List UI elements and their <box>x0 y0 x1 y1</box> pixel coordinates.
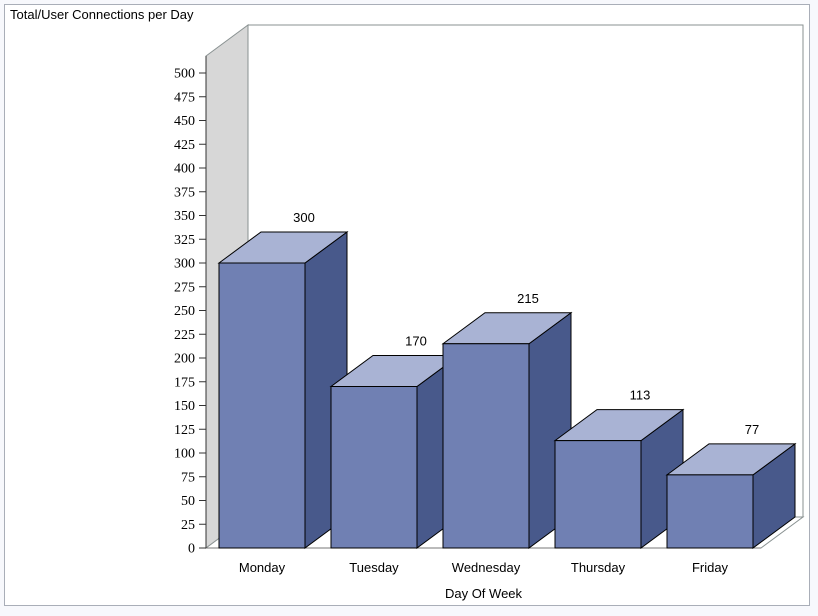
bar-thursday-front <box>554 440 642 549</box>
x-category-label: Wednesday <box>452 560 521 575</box>
bar-value-label: 170 <box>405 334 427 349</box>
y-tick-label: 500 <box>174 67 195 82</box>
x-category-label: Monday <box>239 560 286 575</box>
x-axis-title: Day Of Week <box>445 586 523 601</box>
y-tick-label: 150 <box>174 399 195 414</box>
y-tick-label: 225 <box>174 328 195 343</box>
y-tick-label: 125 <box>174 423 195 438</box>
y-tick-label: 275 <box>174 280 195 295</box>
y-tick-label: 25 <box>181 518 195 533</box>
y-tick-label: 50 <box>181 494 195 509</box>
y-tick-label: 175 <box>174 375 195 390</box>
bar-monday-front <box>218 262 306 549</box>
bar-friday-front <box>666 474 754 549</box>
y-tick-label: 425 <box>174 138 195 153</box>
y-tick-label: 325 <box>174 233 195 248</box>
y-tick-label: 400 <box>174 162 195 177</box>
y-tick-label: 450 <box>174 114 195 129</box>
y-tick-label: 350 <box>174 209 195 224</box>
y-tick-label: 200 <box>174 352 195 367</box>
y-tick-label: 250 <box>174 304 195 319</box>
y-tick-label: 0 <box>188 542 195 557</box>
bar-value-label: 300 <box>293 210 315 225</box>
bar-value-label: 77 <box>745 422 759 437</box>
bar-value-label: 215 <box>517 291 539 306</box>
x-category-label: Friday <box>692 560 729 575</box>
y-tick-label: 375 <box>174 185 195 200</box>
chart-title: Total/User Connections per Day <box>10 7 194 22</box>
bar-wednesday-front <box>442 343 530 549</box>
bar-value-label: 113 <box>630 388 651 403</box>
x-category-label: Tuesday <box>349 560 399 575</box>
bar-tuesday-front <box>330 386 418 549</box>
y-tick-label: 100 <box>174 447 195 462</box>
y-tick-label: 300 <box>174 257 195 272</box>
y-tick-label: 475 <box>174 90 195 105</box>
x-category-label: Thursday <box>571 560 626 575</box>
y-tick-label: 75 <box>181 470 195 485</box>
